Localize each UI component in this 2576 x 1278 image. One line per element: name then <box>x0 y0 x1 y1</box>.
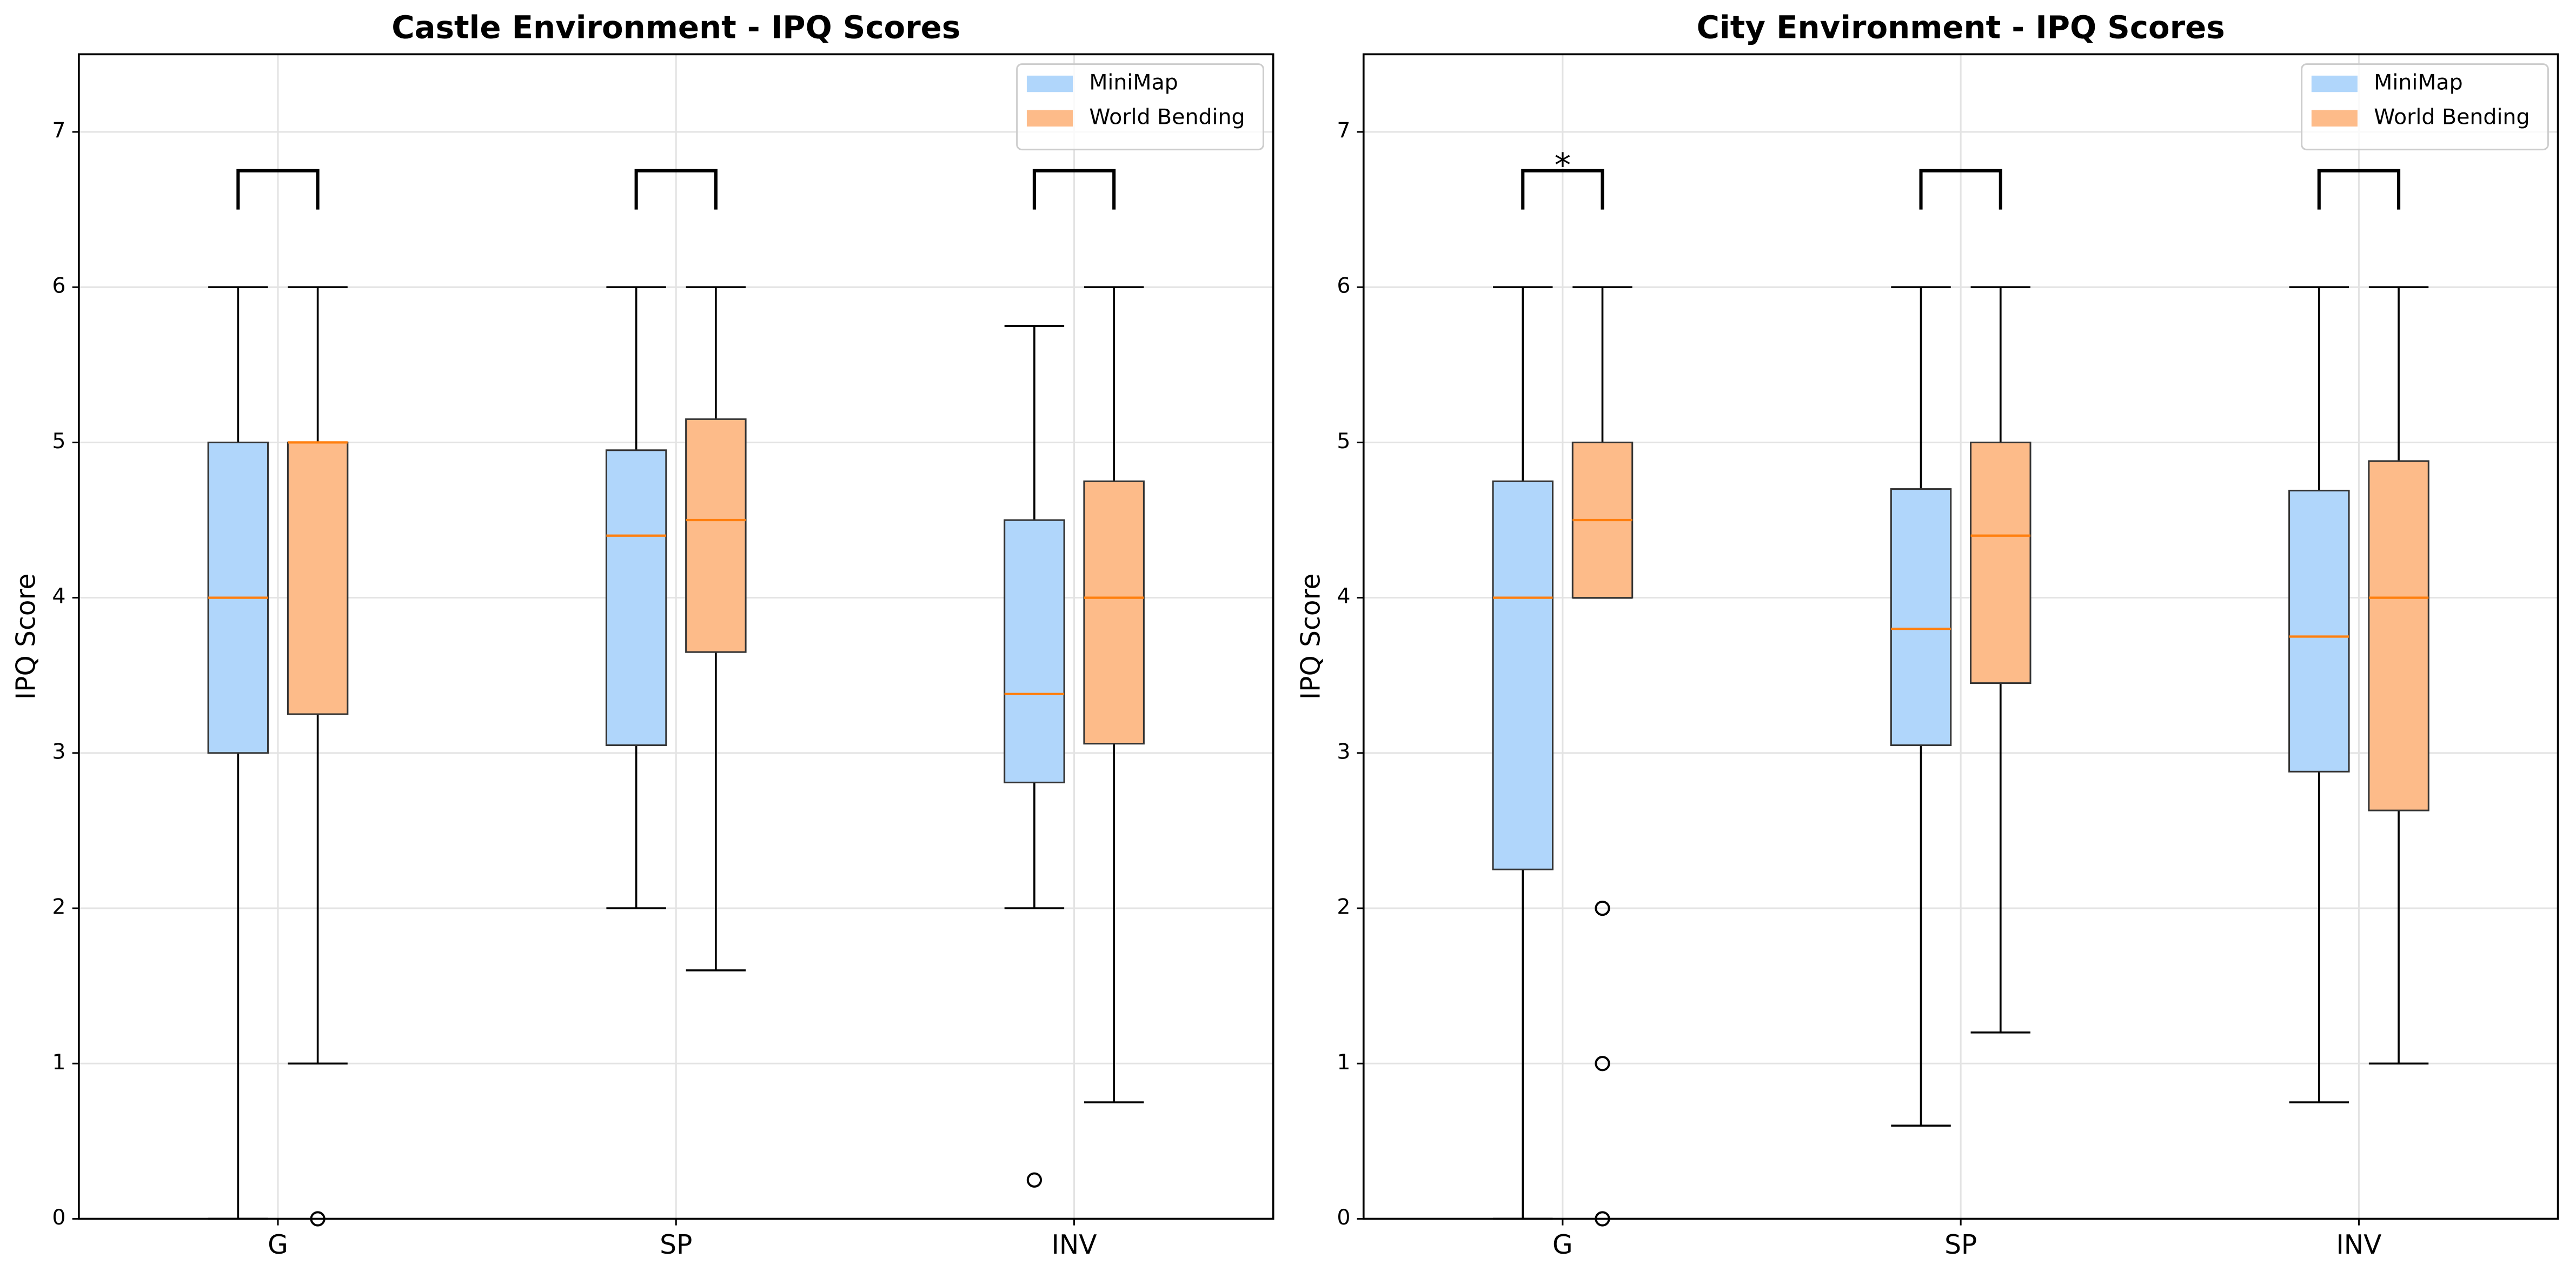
significance-bracket <box>2317 169 2401 210</box>
y-tick-label: 5 <box>52 429 65 454</box>
y-tick-label: 7 <box>52 118 65 143</box>
significance-label: * <box>1555 147 1571 184</box>
box <box>1890 488 1952 747</box>
y-tick-label: 0 <box>1337 1205 1350 1230</box>
chart-title: City Environment - IPQ Scores <box>1697 9 2225 45</box>
box <box>2288 489 2350 773</box>
y-tick-label: 3 <box>1337 739 1350 764</box>
chart-title: Castle Environment - IPQ Scores <box>391 9 960 45</box>
box <box>287 441 349 715</box>
y-tick-label: 2 <box>1337 895 1350 920</box>
y-tick-label: 6 <box>52 274 65 298</box>
legend-label: World Bending <box>2374 104 2529 129</box>
axes-frame <box>78 53 1274 1220</box>
x-tick-label: SP <box>660 1230 692 1260</box>
legend-swatch <box>2311 110 2358 127</box>
significance-bracket <box>236 169 320 210</box>
y-tick-label: 6 <box>1337 274 1350 298</box>
box <box>1004 519 1065 783</box>
y-tick-label: 1 <box>52 1050 65 1075</box>
x-tick-label: G <box>1552 1230 1573 1260</box>
x-tick-label: SP <box>1944 1230 1977 1260</box>
box <box>1492 480 1554 870</box>
significance-bracket <box>1919 169 2002 210</box>
box <box>2368 460 2429 811</box>
y-tick-label: 1 <box>1337 1050 1350 1075</box>
y-axis-label: IPQ Score <box>1296 574 1326 700</box>
box <box>1970 441 2031 684</box>
legend-swatch <box>1026 75 1073 92</box>
axes-frame <box>1362 53 2559 1220</box>
significance-bracket <box>634 169 718 210</box>
x-tick-label: G <box>268 1230 288 1260</box>
y-tick-label: 7 <box>1337 118 1350 143</box>
legend-label: MiniMap <box>2374 70 2462 95</box>
significance-bracket <box>1521 169 1604 210</box>
box <box>605 449 667 747</box>
y-tick-label: 4 <box>1337 584 1350 609</box>
outlier <box>1595 900 1610 916</box>
y-tick-label: 4 <box>52 584 65 609</box>
legend-swatch <box>2311 75 2358 92</box>
y-tick-label: 2 <box>52 895 65 920</box>
y-tick-label: 3 <box>52 739 65 764</box>
legend-label: MiniMap <box>1089 70 1178 95</box>
x-tick-label: INV <box>1052 1230 1097 1260</box>
y-tick-label: 5 <box>1337 429 1350 454</box>
box <box>1083 480 1145 745</box>
legend-frame <box>1016 63 1264 151</box>
x-tick-label: INV <box>2336 1230 2381 1260</box>
y-axis-label: IPQ Score <box>11 574 42 700</box>
significance-bracket <box>1032 169 1116 210</box>
legend-frame <box>2301 63 2549 151</box>
legend-label: World Bending <box>1089 104 1245 129</box>
legend-swatch <box>1026 110 1073 127</box>
box <box>685 418 747 653</box>
y-tick-label: 0 <box>52 1205 65 1230</box>
outlier <box>1026 1172 1043 1188</box>
outlier <box>1595 1056 1610 1071</box>
